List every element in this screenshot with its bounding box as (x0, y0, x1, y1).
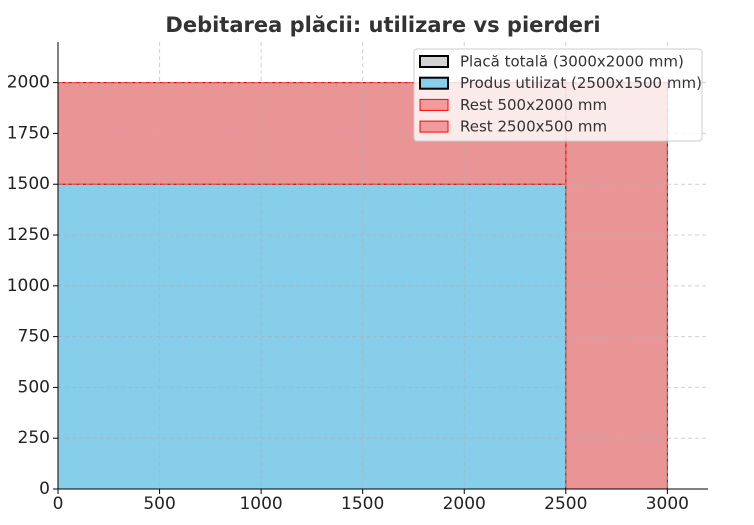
y-tick-label: 1250 (7, 225, 50, 245)
x-tick-label: 2000 (443, 494, 486, 514)
legend-label: Produs utilizat (2500x1500 mm) (460, 74, 702, 92)
y-tick-label: 0 (39, 479, 50, 499)
x-tick-label: 3000 (646, 494, 689, 514)
y-tick-label: 750 (18, 327, 50, 347)
legend-label: Rest 500x2000 mm (460, 96, 607, 114)
y-tick-label: 2000 (7, 73, 50, 93)
y-tick-label: 1000 (7, 276, 50, 296)
x-tick-label: 0 (53, 494, 64, 514)
y-tick-label: 1500 (7, 174, 50, 194)
legend-swatch (419, 98, 449, 111)
y-tick-label: 250 (18, 428, 50, 448)
legend-swatch (419, 76, 449, 90)
legend-swatch (419, 55, 449, 68)
legend-label: Placă totală (3000x2000 mm) (460, 53, 684, 71)
y-tick-label: 500 (18, 377, 50, 397)
x-tick-label: 500 (143, 494, 175, 514)
x-tick-label: 1500 (341, 494, 384, 514)
legend-box (413, 48, 703, 142)
x-tick-label: 2500 (544, 494, 587, 514)
y-tick-label: 1750 (7, 123, 50, 143)
legend: Placă totală (3000x2000 mm) Produs utiliz… (413, 48, 703, 142)
area-rect (565, 82, 668, 490)
x-tick-label: 1000 (239, 494, 282, 514)
legend-label: Rest 2500x500 mm (460, 118, 607, 136)
chart-title: Debitarea plăcii: utilizare vs pierderi (165, 13, 600, 37)
legend-swatch (419, 120, 449, 133)
